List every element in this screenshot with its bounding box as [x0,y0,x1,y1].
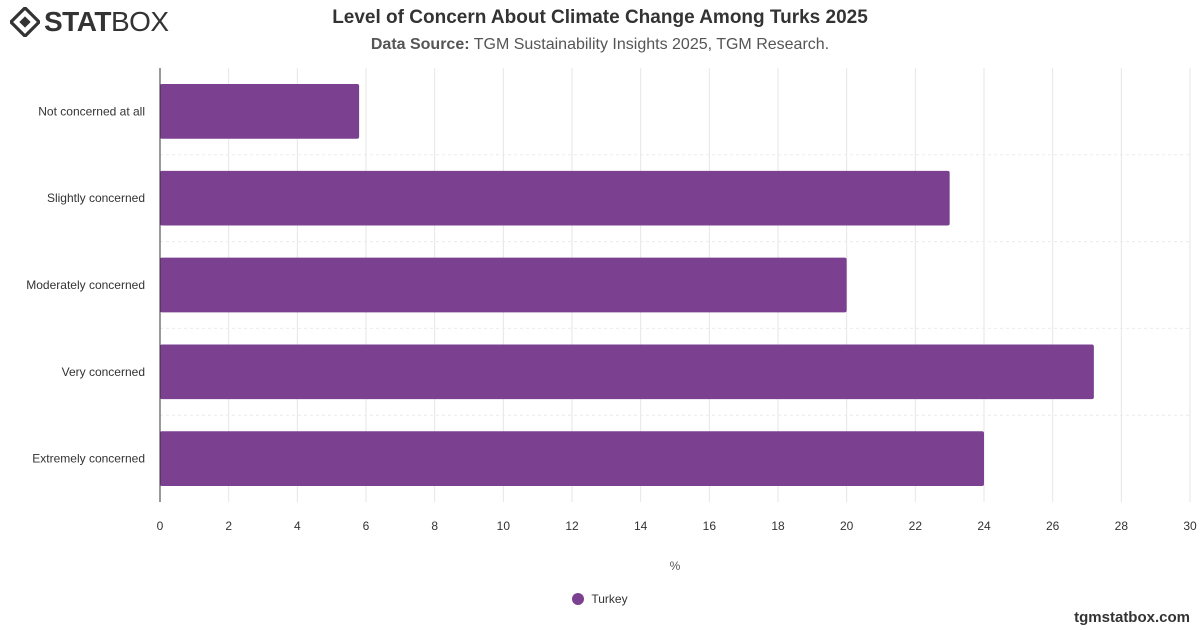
legend-marker [572,593,585,605]
x-tick-label: 20 [840,519,854,533]
x-tick-label: 16 [703,519,717,533]
chart-legend[interactable]: Turkey [0,592,1200,606]
category-label: Moderately concerned [26,278,145,292]
legend-label: Turkey [591,592,628,606]
bar[interactable] [160,344,1094,400]
x-tick-label: 2 [225,519,232,533]
category-label: Extremely concerned [32,452,145,466]
statbox-logo: STATBOX [10,7,169,37]
x-tick-label: 14 [634,519,648,533]
x-tick-label: 22 [909,519,923,533]
x-tick-label: 18 [771,519,785,533]
x-tick-label: 26 [1046,519,1060,533]
logo-text-light: BOX [110,6,169,37]
watermark: tgmstatbox.com [1074,609,1190,626]
source-label: Data Source: [370,36,470,53]
chart-subtitle: Data Source: TGM Sustainability Insights… [0,36,1200,54]
category-label: Not concerned at all [38,104,145,118]
x-tick-label: 10 [497,519,511,533]
x-axis-label: % [670,559,681,573]
bar[interactable] [160,170,950,226]
x-tick-label: 6 [363,519,370,533]
logo-text: STATBOX [44,7,169,37]
x-tick-label: 28 [1115,519,1129,533]
x-tick-label: 24 [977,519,991,533]
category-label: Very concerned [62,365,145,379]
bar[interactable] [160,431,984,486]
x-tick-label: 12 [565,519,579,533]
x-tick-label: 30 [1183,519,1197,533]
x-tick-label: 4 [294,519,301,533]
statbox-diamond-icon [10,7,40,37]
source-text: TGM Sustainability Insights 2025, TGM Re… [473,36,830,53]
bar[interactable] [160,257,847,313]
logo-text-bold: STAT [44,6,111,37]
chart-title: Level of Concern About Climate Change Am… [332,7,868,28]
bar[interactable] [160,84,360,139]
x-tick-label: 0 [157,519,164,533]
x-tick-label: 8 [431,519,438,533]
category-label: Slightly concerned [47,191,145,205]
